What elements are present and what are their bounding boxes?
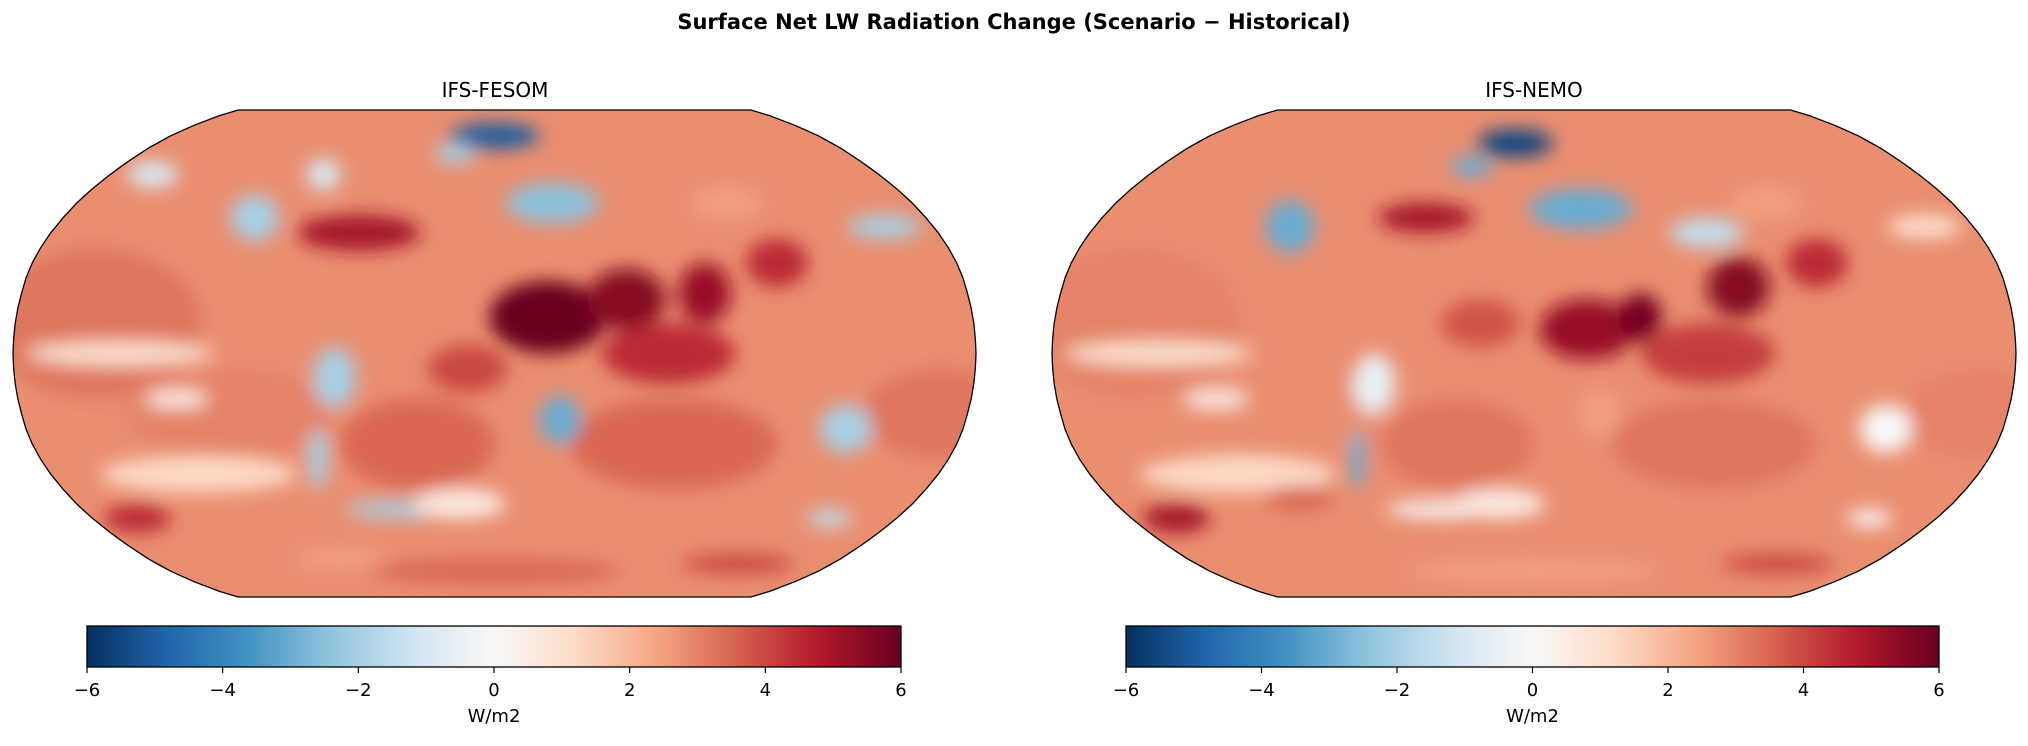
- field-patch: [1669, 217, 1744, 248]
- field-patch: [1641, 323, 1775, 384]
- field-patch: [1619, 293, 1662, 342]
- colorbar-tick-label: 4: [760, 680, 771, 701]
- colorbar-tick-label: −6: [1113, 680, 1140, 701]
- field-patch: [601, 323, 736, 384]
- map-boundary: [1051, 109, 2017, 598]
- colorbar-tick-label: 6: [1933, 680, 1944, 701]
- field-patch: [1721, 553, 1835, 574]
- field-patch: [1065, 341, 1253, 366]
- field-patch: [127, 161, 179, 189]
- field-patch: [571, 398, 777, 490]
- field-patch: [586, 268, 666, 330]
- field-patch: [691, 185, 762, 221]
- field-patch: [1349, 428, 1365, 490]
- map-boundary: [12, 109, 977, 598]
- field-patch: [489, 281, 607, 354]
- field-patch: [1847, 509, 1892, 527]
- field-patch: [1450, 155, 1493, 178]
- field-patch: [746, 238, 808, 288]
- field-patch: [435, 143, 475, 164]
- field-patch: [1139, 456, 1337, 493]
- field-patch: [1859, 404, 1912, 454]
- field-patch: [1378, 203, 1475, 233]
- field-patch: [1352, 353, 1396, 414]
- map-panel-nemo: [1051, 109, 2017, 598]
- colorbar-tick-label: 6: [895, 680, 906, 701]
- colorbar-tick-label: −2: [1384, 680, 1411, 701]
- field-patch: [1263, 486, 1334, 510]
- field-patch: [819, 404, 872, 454]
- field-patch: [678, 262, 731, 324]
- field-patch: [368, 558, 621, 584]
- field-patch: [1706, 256, 1770, 318]
- field-patch: [1052, 247, 1241, 399]
- colorbar-nemo: −6 −4 −2 0 2 4 6 W/m2: [1113, 625, 1945, 727]
- panel-title-nemo: IFS-NEMO: [1485, 78, 1583, 102]
- field-patch: [1731, 185, 1802, 221]
- field-patch: [1407, 558, 1661, 584]
- field-patch: [538, 395, 581, 445]
- field-patch: [1184, 389, 1248, 408]
- field-patch: [1265, 200, 1315, 254]
- field-patch: [100, 456, 298, 493]
- colorbar-tick-label: 2: [624, 680, 635, 701]
- colorbar-label: W/m2: [468, 706, 521, 727]
- colorbar-tick-label: 0: [488, 680, 499, 701]
- colorbar-tick-label: −2: [345, 680, 372, 701]
- field-patch: [1539, 299, 1636, 360]
- field-patch: [807, 509, 852, 527]
- field-patch: [1142, 503, 1210, 533]
- field-patch: [1165, 368, 1377, 460]
- field-patch: [292, 548, 389, 570]
- field-patch: [1887, 214, 1962, 239]
- field-patch: [307, 428, 329, 490]
- field-patch: [306, 158, 341, 191]
- colorbar-tick-label: −6: [74, 680, 101, 701]
- colorbar-label: W/m2: [1506, 706, 1559, 727]
- field-patch: [427, 344, 508, 393]
- field-patch: [297, 214, 421, 251]
- colorbar-tick-label: 0: [1527, 680, 1538, 701]
- field-patch: [1477, 129, 1553, 158]
- colorbar-gradient: [86, 625, 902, 668]
- field-patch: [413, 489, 507, 519]
- field-patch: [1529, 188, 1633, 230]
- field-patch: [1578, 389, 1621, 439]
- field-patch: [848, 214, 922, 239]
- figure-title: Surface Net LW Radiation Change (Scenari…: [677, 10, 1351, 34]
- field-patch: [1440, 299, 1521, 348]
- field-patch: [1452, 489, 1546, 519]
- panel-title-fesom: IFS-FESOM: [441, 78, 549, 102]
- field-patch: [506, 183, 599, 224]
- colorbar-fesom: −6 −4 −2 0 2 4 6 W/m2: [74, 625, 907, 727]
- field-patch: [1902, 368, 2016, 460]
- field-patch: [230, 194, 279, 242]
- colorbar-tick-label: −4: [1248, 680, 1275, 701]
- field-patch: [449, 122, 540, 149]
- field-patch: [862, 368, 976, 460]
- field-patch: [340, 398, 495, 490]
- field-patch: [103, 503, 171, 533]
- field-patch: [313, 347, 356, 408]
- field-patch: [1379, 398, 1534, 490]
- field-patch: [144, 389, 209, 408]
- field-patch: [126, 368, 337, 460]
- colorbar-tick-label: 2: [1662, 680, 1673, 701]
- field-patch: [681, 553, 795, 574]
- colorbar-tick-label: −4: [209, 680, 236, 701]
- field-patch: [1785, 238, 1848, 288]
- map-panel-fesom: [12, 109, 977, 598]
- field-patch: [1611, 398, 1817, 490]
- field-patch: [26, 341, 214, 366]
- colorbar-tick-label: 4: [1798, 680, 1809, 701]
- colorbar-gradient: [1125, 625, 1940, 668]
